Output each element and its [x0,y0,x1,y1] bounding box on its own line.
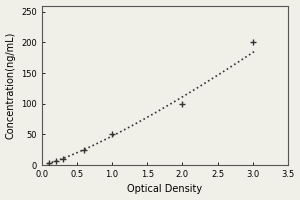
X-axis label: Optical Density: Optical Density [127,184,202,194]
Y-axis label: Concentration(ng/mL): Concentration(ng/mL) [6,32,16,139]
